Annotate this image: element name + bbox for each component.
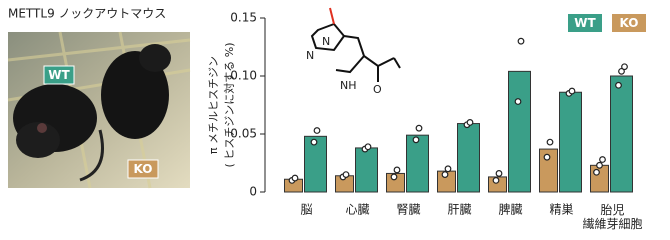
photo-label-box — [43, 65, 75, 85]
photo-title: METTL9 ノックアウトマウス — [8, 7, 166, 21]
data-point — [415, 124, 423, 132]
legend-swatch — [568, 14, 602, 32]
data-point — [466, 118, 474, 126]
data-point — [364, 143, 372, 151]
data-point — [599, 156, 606, 163]
x-tick-label: 心臓 — [345, 203, 369, 217]
y-axis-label: π メチルヒスチジン — [207, 56, 220, 154]
methyl-bond — [329, 7, 335, 25]
data-point — [517, 37, 525, 45]
data-point — [596, 161, 603, 169]
data-point — [441, 171, 449, 179]
atom-label: N — [322, 35, 330, 48]
x-tick-label: 脳 — [300, 203, 312, 217]
data-point — [412, 136, 420, 144]
bar — [508, 70, 531, 193]
photo — [7, 31, 191, 189]
data-point — [618, 67, 625, 75]
y-tick-label: 0 — [249, 185, 257, 199]
x-tick-label: 腎臓 — [396, 203, 420, 217]
data-point — [393, 166, 401, 174]
data-point — [568, 87, 576, 95]
bar — [539, 148, 558, 193]
data-point — [291, 174, 299, 182]
x-tick-label: 脾臓 — [498, 202, 522, 217]
data-point — [390, 173, 398, 181]
data-point — [546, 138, 554, 146]
bar — [355, 147, 378, 193]
y-tick-label: 0.05 — [230, 127, 257, 141]
photo-label-box — [127, 159, 159, 179]
bar — [457, 123, 480, 193]
legend-label: KO — [620, 16, 639, 30]
y-tick-label: 0.10 — [230, 69, 257, 83]
bar — [590, 164, 609, 193]
data-point — [495, 170, 503, 177]
photo-label: KO — [134, 162, 153, 176]
data-point — [313, 127, 321, 134]
atom-label: O — [373, 83, 382, 96]
y-tick-label: 0.15 — [230, 11, 257, 25]
atom-label: N — [306, 49, 314, 62]
figure: METTL9 ノックアウトマウス WT KO N N NH O π メチルヒスチ… — [7, 7, 646, 231]
bar — [406, 134, 429, 193]
bar — [559, 91, 582, 193]
data-point — [593, 168, 600, 176]
photo-label: WT — [48, 68, 70, 82]
data-point — [444, 165, 452, 173]
data-point — [543, 153, 551, 161]
data-point — [615, 81, 622, 89]
y-axis-label: ( ヒスチジンに対する %) — [222, 42, 236, 167]
data-point — [621, 63, 628, 71]
data-point — [514, 98, 522, 105]
x-tick-label: 肝臓 — [447, 203, 471, 217]
atom-label: NH — [340, 79, 357, 92]
data-point — [492, 176, 500, 184]
legend-swatch — [612, 14, 646, 32]
x-tick-label: 精巣 — [549, 203, 573, 217]
data-point — [342, 171, 350, 179]
bar — [610, 75, 633, 193]
x-tick-label: 胎児繊維芽細胞 — [582, 203, 642, 231]
molecule — [310, 22, 401, 82]
bar — [304, 135, 327, 193]
data-point — [310, 138, 318, 146]
legend-label: WT — [574, 16, 596, 30]
